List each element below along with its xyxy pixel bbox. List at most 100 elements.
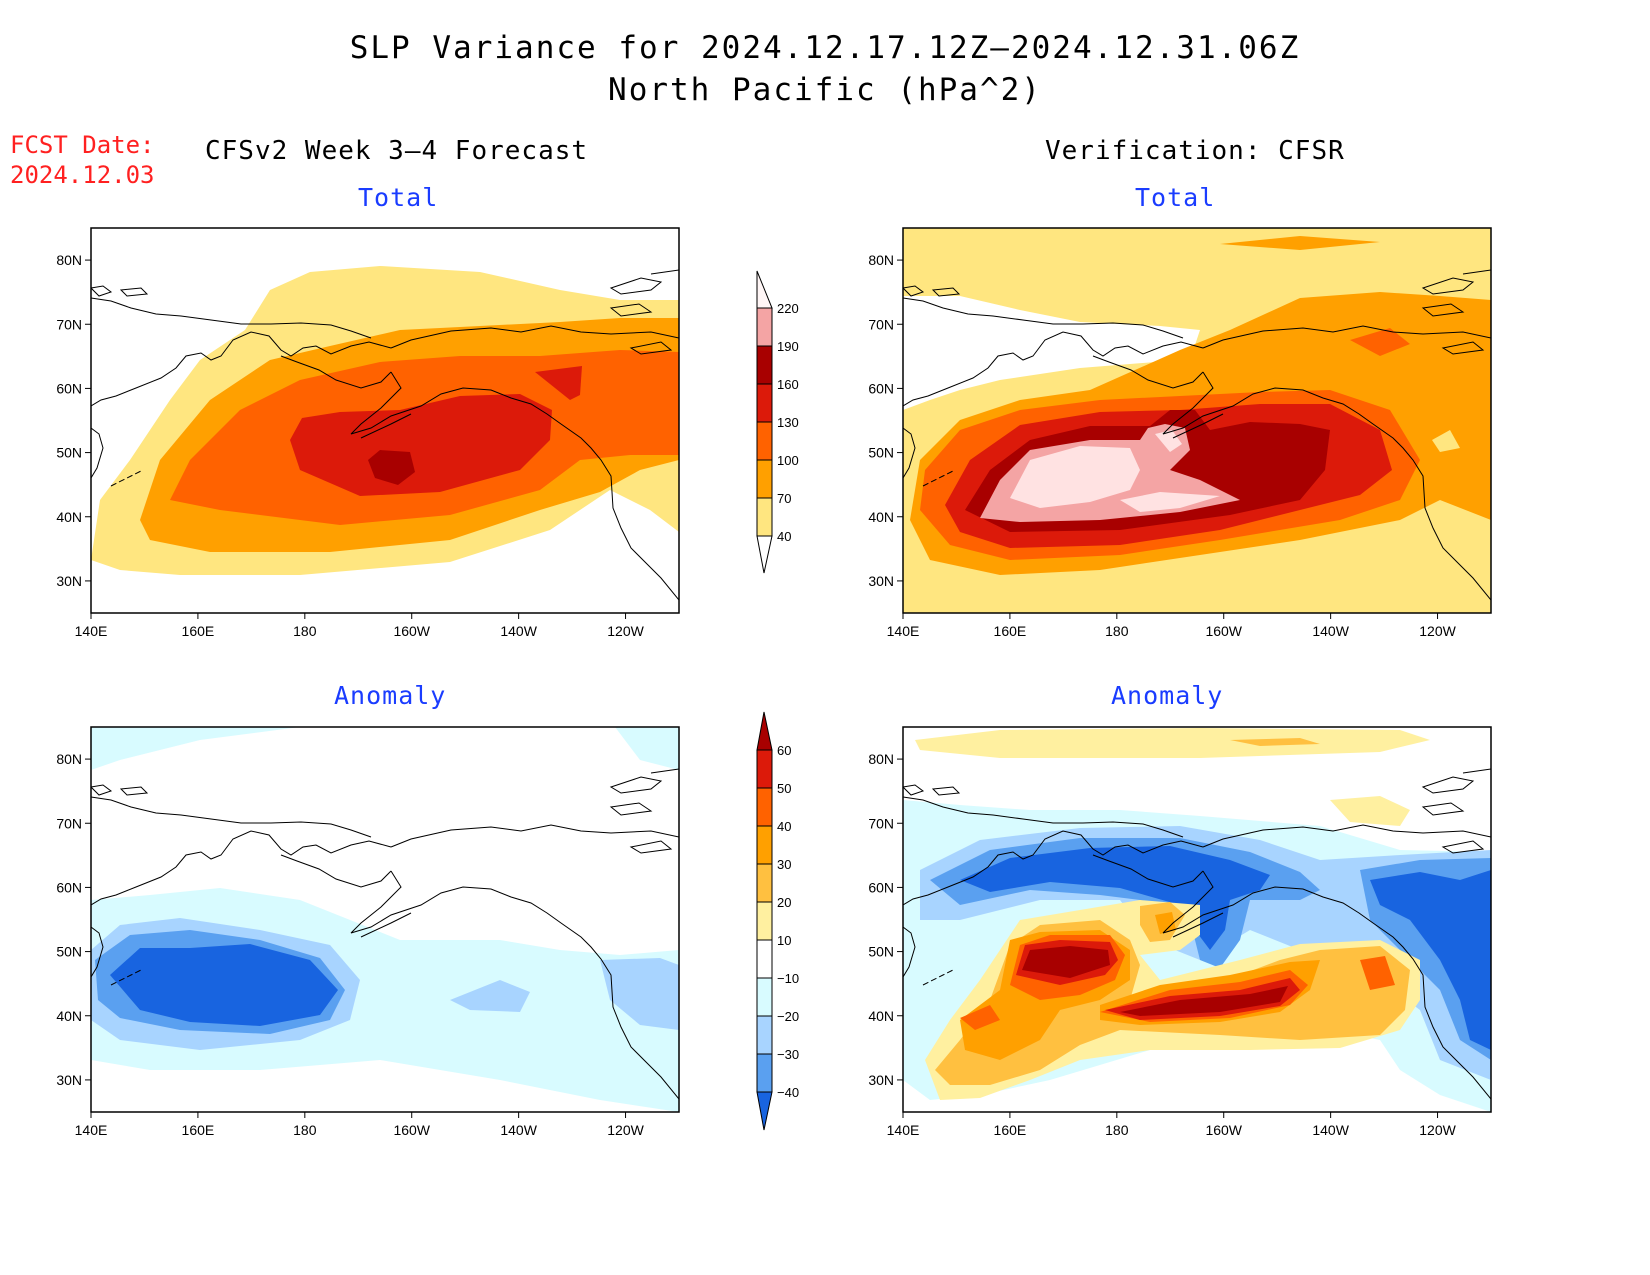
lat-tick-label: 50N [56,944,82,960]
lon-tick-label: 180 [293,1122,317,1138]
anomaly-colorbar-label: 40 [777,819,791,834]
total-colorbar-label: 130 [777,415,799,430]
pos30-d4 [1155,912,1176,934]
map-frame [902,726,1492,1113]
lon-tick-label: 140W [500,623,537,639]
light-top-c2 [615,727,679,770]
pos10-d-r [1330,796,1410,826]
contour-160 [368,450,415,485]
anomaly-colorbar-label: 10 [777,933,791,948]
lat-tick-label: 30N [56,1072,82,1088]
lon-tick-label: 160E [182,1122,215,1138]
axis-labels: 80N 70N 60N 50N 40N 30N 140E 160E 180 160W 140W 120… [56,252,1456,1138]
lat-tick-label: 80N [56,751,82,767]
total-colorbar-label: 100 [777,453,799,468]
anomaly-colorbar-label: 60 [777,743,791,758]
lon-tick-label: 120W [607,1122,644,1138]
lat-tick-label: 40N [868,509,894,525]
anomaly-colorbar-label: −10 [777,971,799,986]
pos60-d [1022,946,1110,978]
map-frame [90,726,680,1113]
lat-tick-label: 60N [868,380,894,396]
lat-tick-label: 30N [56,573,82,589]
lat-tick-label: 80N [868,252,894,268]
forecast-total-map [90,227,680,614]
verification-total-map [902,227,1492,614]
pos30-d3 [1360,956,1395,990]
lon-tick-label: 120W [1419,623,1456,639]
forecast-date-value: 2024.12.03 [10,161,155,189]
anomaly-colorbar-label: −30 [777,1047,799,1062]
total-colorbar-label: 160 [777,377,799,392]
lat-tick-label: 60N [868,879,894,895]
lon-tick-label: 160E [994,1122,1027,1138]
lat-tick-label: 50N [868,445,894,461]
total-colorbar-label: 190 [777,339,799,354]
lon-tick-label: 120W [607,623,644,639]
lon-tick-label: 140E [887,623,920,639]
lat-tick-label: 50N [56,445,82,461]
lon-tick-label: 140W [500,1122,537,1138]
lat-tick-label: 80N [868,751,894,767]
verification-anomaly-map [902,726,1492,1113]
lon-tick-label: 180 [293,623,317,639]
minus40-d2 [1370,870,1491,1050]
total-colorbar-label: 40 [777,529,791,544]
forecast-date-label: FCST Date: [10,131,155,159]
pos10-d-top [915,728,1430,758]
lat-tick-label: 40N [56,509,82,525]
anomaly-colorbar-label: −20 [777,1009,799,1024]
lat-tick-label: 30N [868,573,894,589]
map-frame [902,227,1492,614]
minus20-c3 [600,958,679,1030]
lon-tick-label: 140W [1312,623,1349,639]
lat-tick-label: 70N [868,815,894,831]
lon-tick-label: 160E [182,623,215,639]
total-colorbar: 220 190 160 130 100 70 40 [756,270,799,574]
pos60-d2 [1120,986,1288,1016]
pos20-d-top [1230,738,1320,746]
lon-tick-label: 160W [1205,1122,1242,1138]
forecast-anomaly-map [90,726,680,1113]
white-area-b [903,296,1200,410]
pos40-d3 [960,1005,1000,1030]
contour-100-b2 [1350,328,1410,356]
contour-130-b [535,366,582,400]
lon-tick-label: 160W [393,1122,430,1138]
contour-220-b1 [1010,446,1140,508]
lat-tick-label: 70N [56,815,82,831]
total-colorbar-label: 70 [777,491,791,506]
lon-tick-label: 140E [887,1122,920,1138]
contour-220-b2 [1120,492,1220,512]
panel-title-forecast-anomaly: Anomaly [334,681,447,710]
lon-tick-label: 180 [1105,623,1129,639]
lat-tick-label: 60N [56,879,82,895]
lat-tick-label: 50N [868,944,894,960]
anomaly-colorbar-label: 30 [777,857,791,872]
lon-tick-label: 160E [994,623,1027,639]
lat-tick-label: 60N [56,380,82,396]
lon-tick-label: 180 [1105,1122,1129,1138]
minus20-c2 [450,980,530,1012]
lon-tick-label: 160W [1205,623,1242,639]
panel-title-verification-total: Total [1135,183,1216,212]
contour-70-b3 [1432,430,1460,452]
anomaly-colorbar-label: −40 [777,1085,799,1100]
main-title-line1: SLP Variance for 2024.12.17.12Z–2024.12.… [349,30,1301,66]
lat-tick-label: 40N [868,1008,894,1024]
lon-tick-label: 120W [1419,1122,1456,1138]
lat-tick-label: 80N [56,252,82,268]
lat-tick-label: 70N [868,316,894,332]
lon-tick-label: 140E [75,623,108,639]
anomaly-colorbar: 60 50 40 30 20 10 −10 −20 −30 −40 [756,711,799,1131]
anomaly-colorbar-label: 50 [777,781,791,796]
light-top-c [91,727,300,770]
lon-tick-label: 160W [393,623,430,639]
total-colorbar-label: 220 [777,301,799,316]
panel-title-forecast-total: Total [358,183,439,212]
anomaly-colorbar-label: 20 [777,895,791,910]
lat-tick-label: 40N [56,1008,82,1024]
lat-tick-label: 30N [868,1072,894,1088]
contour-70-b1 [1220,236,1380,250]
